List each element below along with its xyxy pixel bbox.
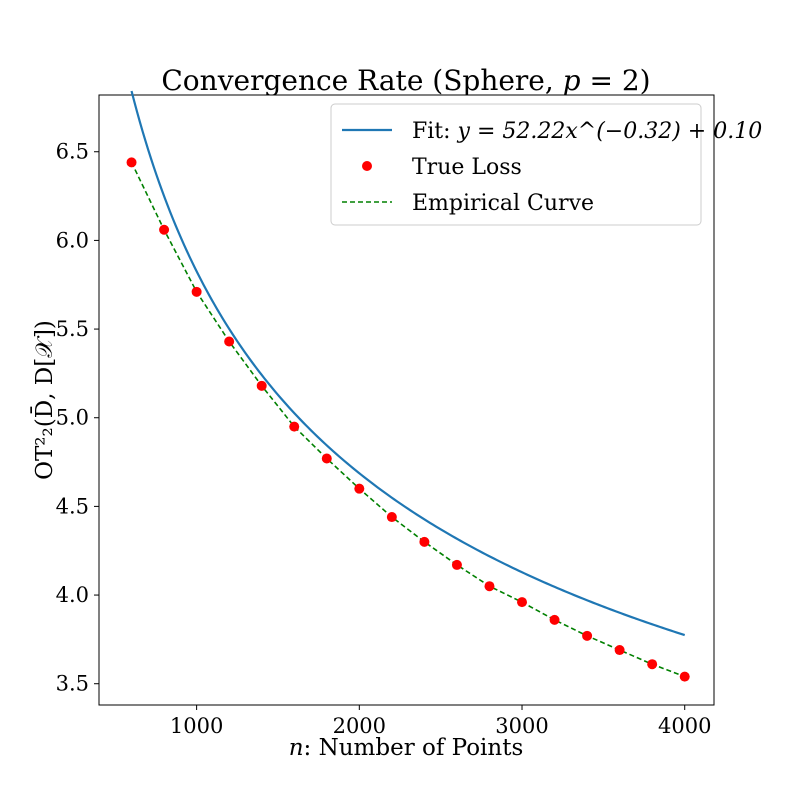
series-layer	[126, 90, 690, 682]
y-tick-label: 4.0	[56, 583, 89, 607]
x-tick-label: 2000	[333, 714, 386, 738]
y-tick-label: 6.0	[56, 228, 89, 252]
true-loss-point	[354, 483, 365, 494]
true-loss-point	[126, 157, 137, 168]
true-loss-point	[647, 659, 658, 670]
fit-curve	[130, 90, 686, 637]
true-loss-point	[191, 286, 202, 297]
true-loss-point	[679, 671, 690, 682]
x-tick-label: 4000	[658, 714, 711, 738]
legend: Fit: y = 52.22x^(−0.32) + 0.10 True Loss…	[330, 103, 762, 226]
legend-true-loss-label: True Loss	[412, 155, 522, 180]
chart-title: Convergence Rate (Sphere, p = 2)	[161, 64, 650, 97]
true-loss-point	[159, 224, 170, 235]
y-tick-label: 4.5	[56, 494, 89, 518]
true-loss-point	[321, 453, 332, 464]
legend-empirical-label: Empirical Curve	[412, 191, 594, 216]
legend-box	[330, 103, 702, 226]
x-tick-label: 3000	[495, 714, 548, 738]
axis-ticks: 1000 2000 3000 4000 3.5 4.0 4.5 5.0 5.5 6.0 6.5	[56, 140, 712, 738]
y-tick-label: 6.5	[56, 140, 89, 164]
true-loss-point	[451, 559, 462, 570]
x-tick-label: 1000	[170, 714, 223, 738]
true-loss-point	[614, 645, 625, 656]
true-loss-point	[289, 421, 300, 432]
y-tick-label: 5.5	[56, 317, 89, 341]
y-tick-label: 5.0	[56, 406, 89, 430]
legend-fit-label: Fit: y = 52.22x^(−0.32) + 0.10	[412, 119, 762, 144]
true-loss-point	[484, 581, 495, 592]
true-loss-point	[256, 380, 267, 391]
empirical-curve	[130, 162, 685, 678]
true-loss-point	[549, 614, 560, 625]
x-axis-label: n: Number of Points	[289, 735, 524, 761]
true-loss-point	[419, 536, 430, 547]
y-tick-label: 3.5	[56, 672, 89, 696]
true-loss-point	[582, 630, 593, 641]
y-axis-label: OT²₂(D̄, D[𝒳])	[31, 320, 58, 480]
true-loss-point	[386, 512, 397, 523]
legend-true-loss-marker	[362, 161, 372, 171]
true-loss-point	[517, 597, 528, 608]
true-loss-point	[224, 336, 235, 347]
